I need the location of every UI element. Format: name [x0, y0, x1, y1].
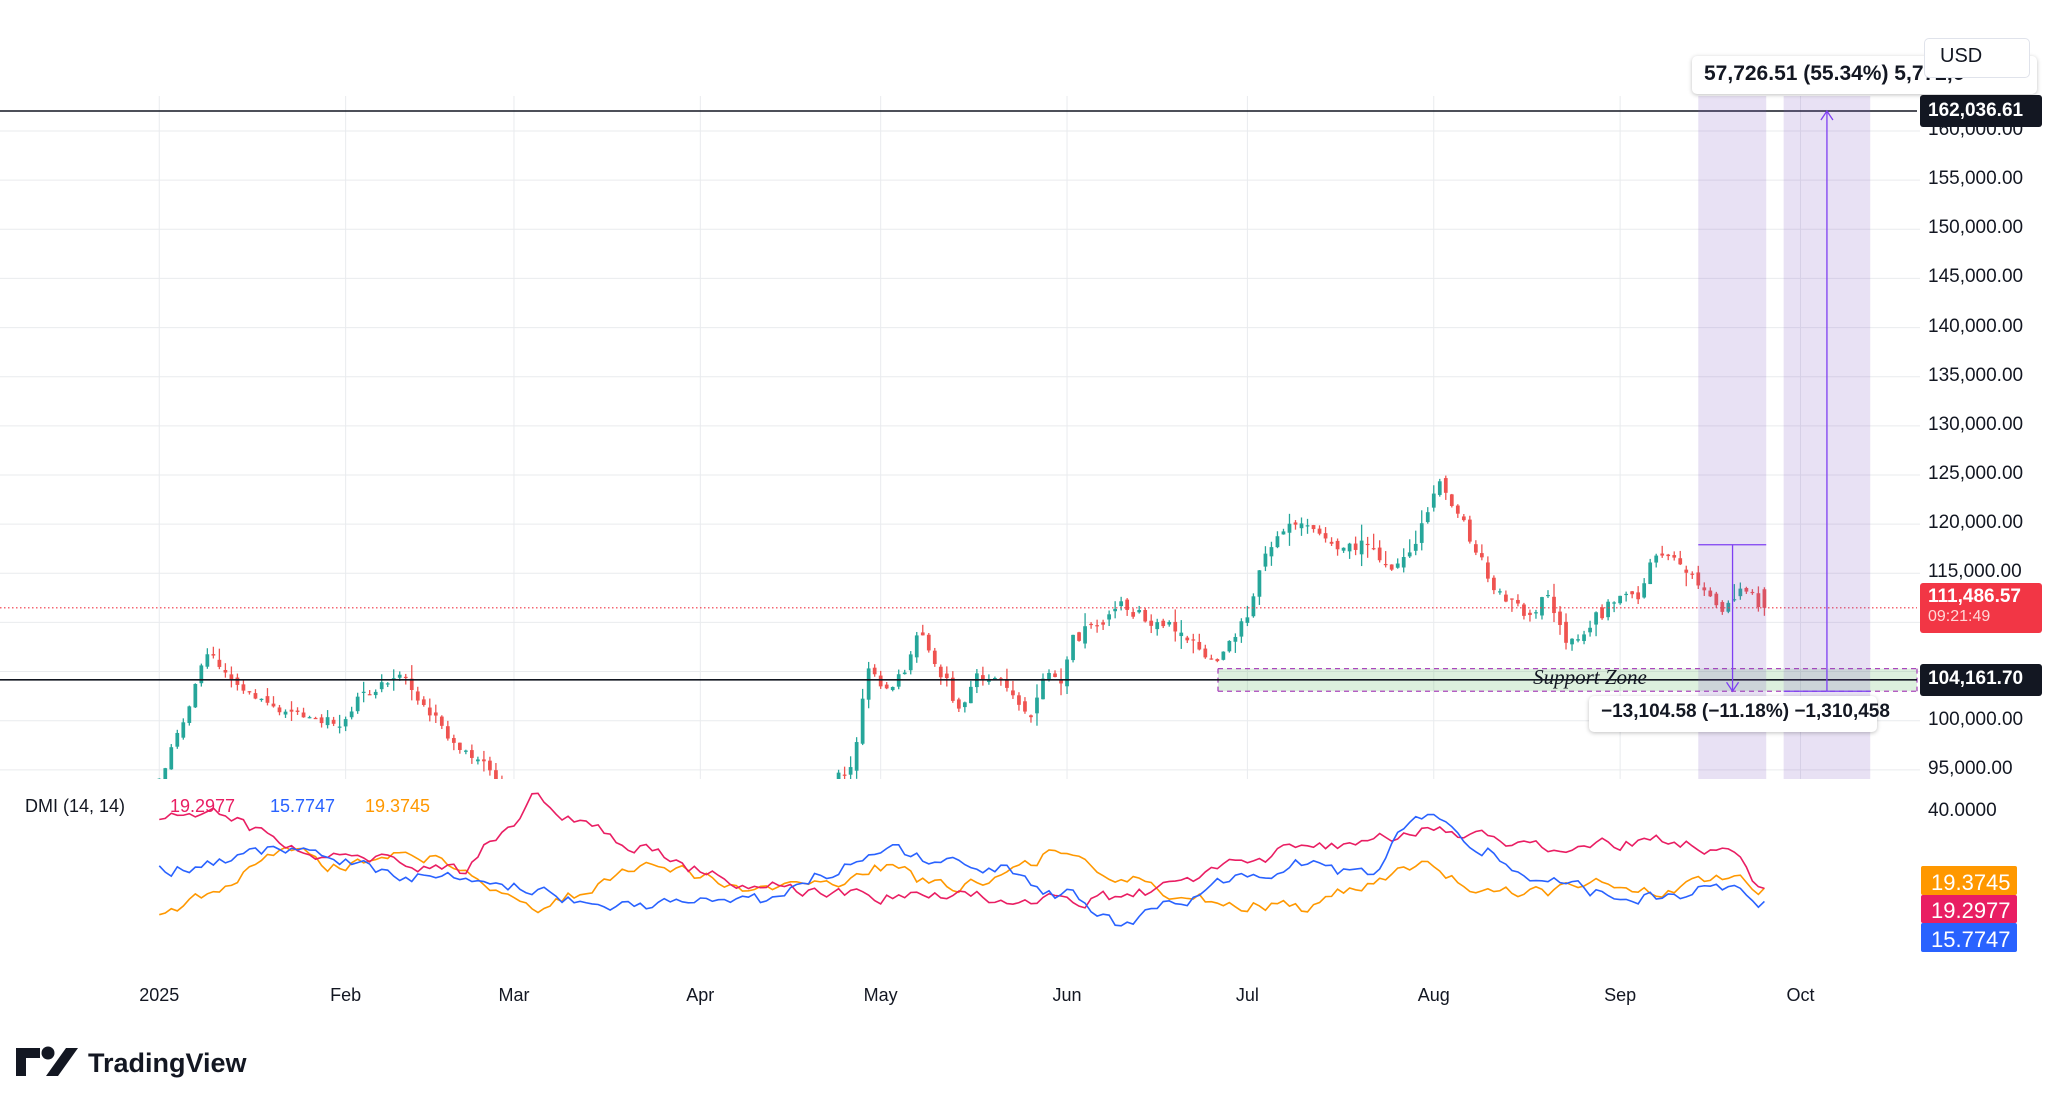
svg-text:TradingView: TradingView [88, 1048, 248, 1078]
